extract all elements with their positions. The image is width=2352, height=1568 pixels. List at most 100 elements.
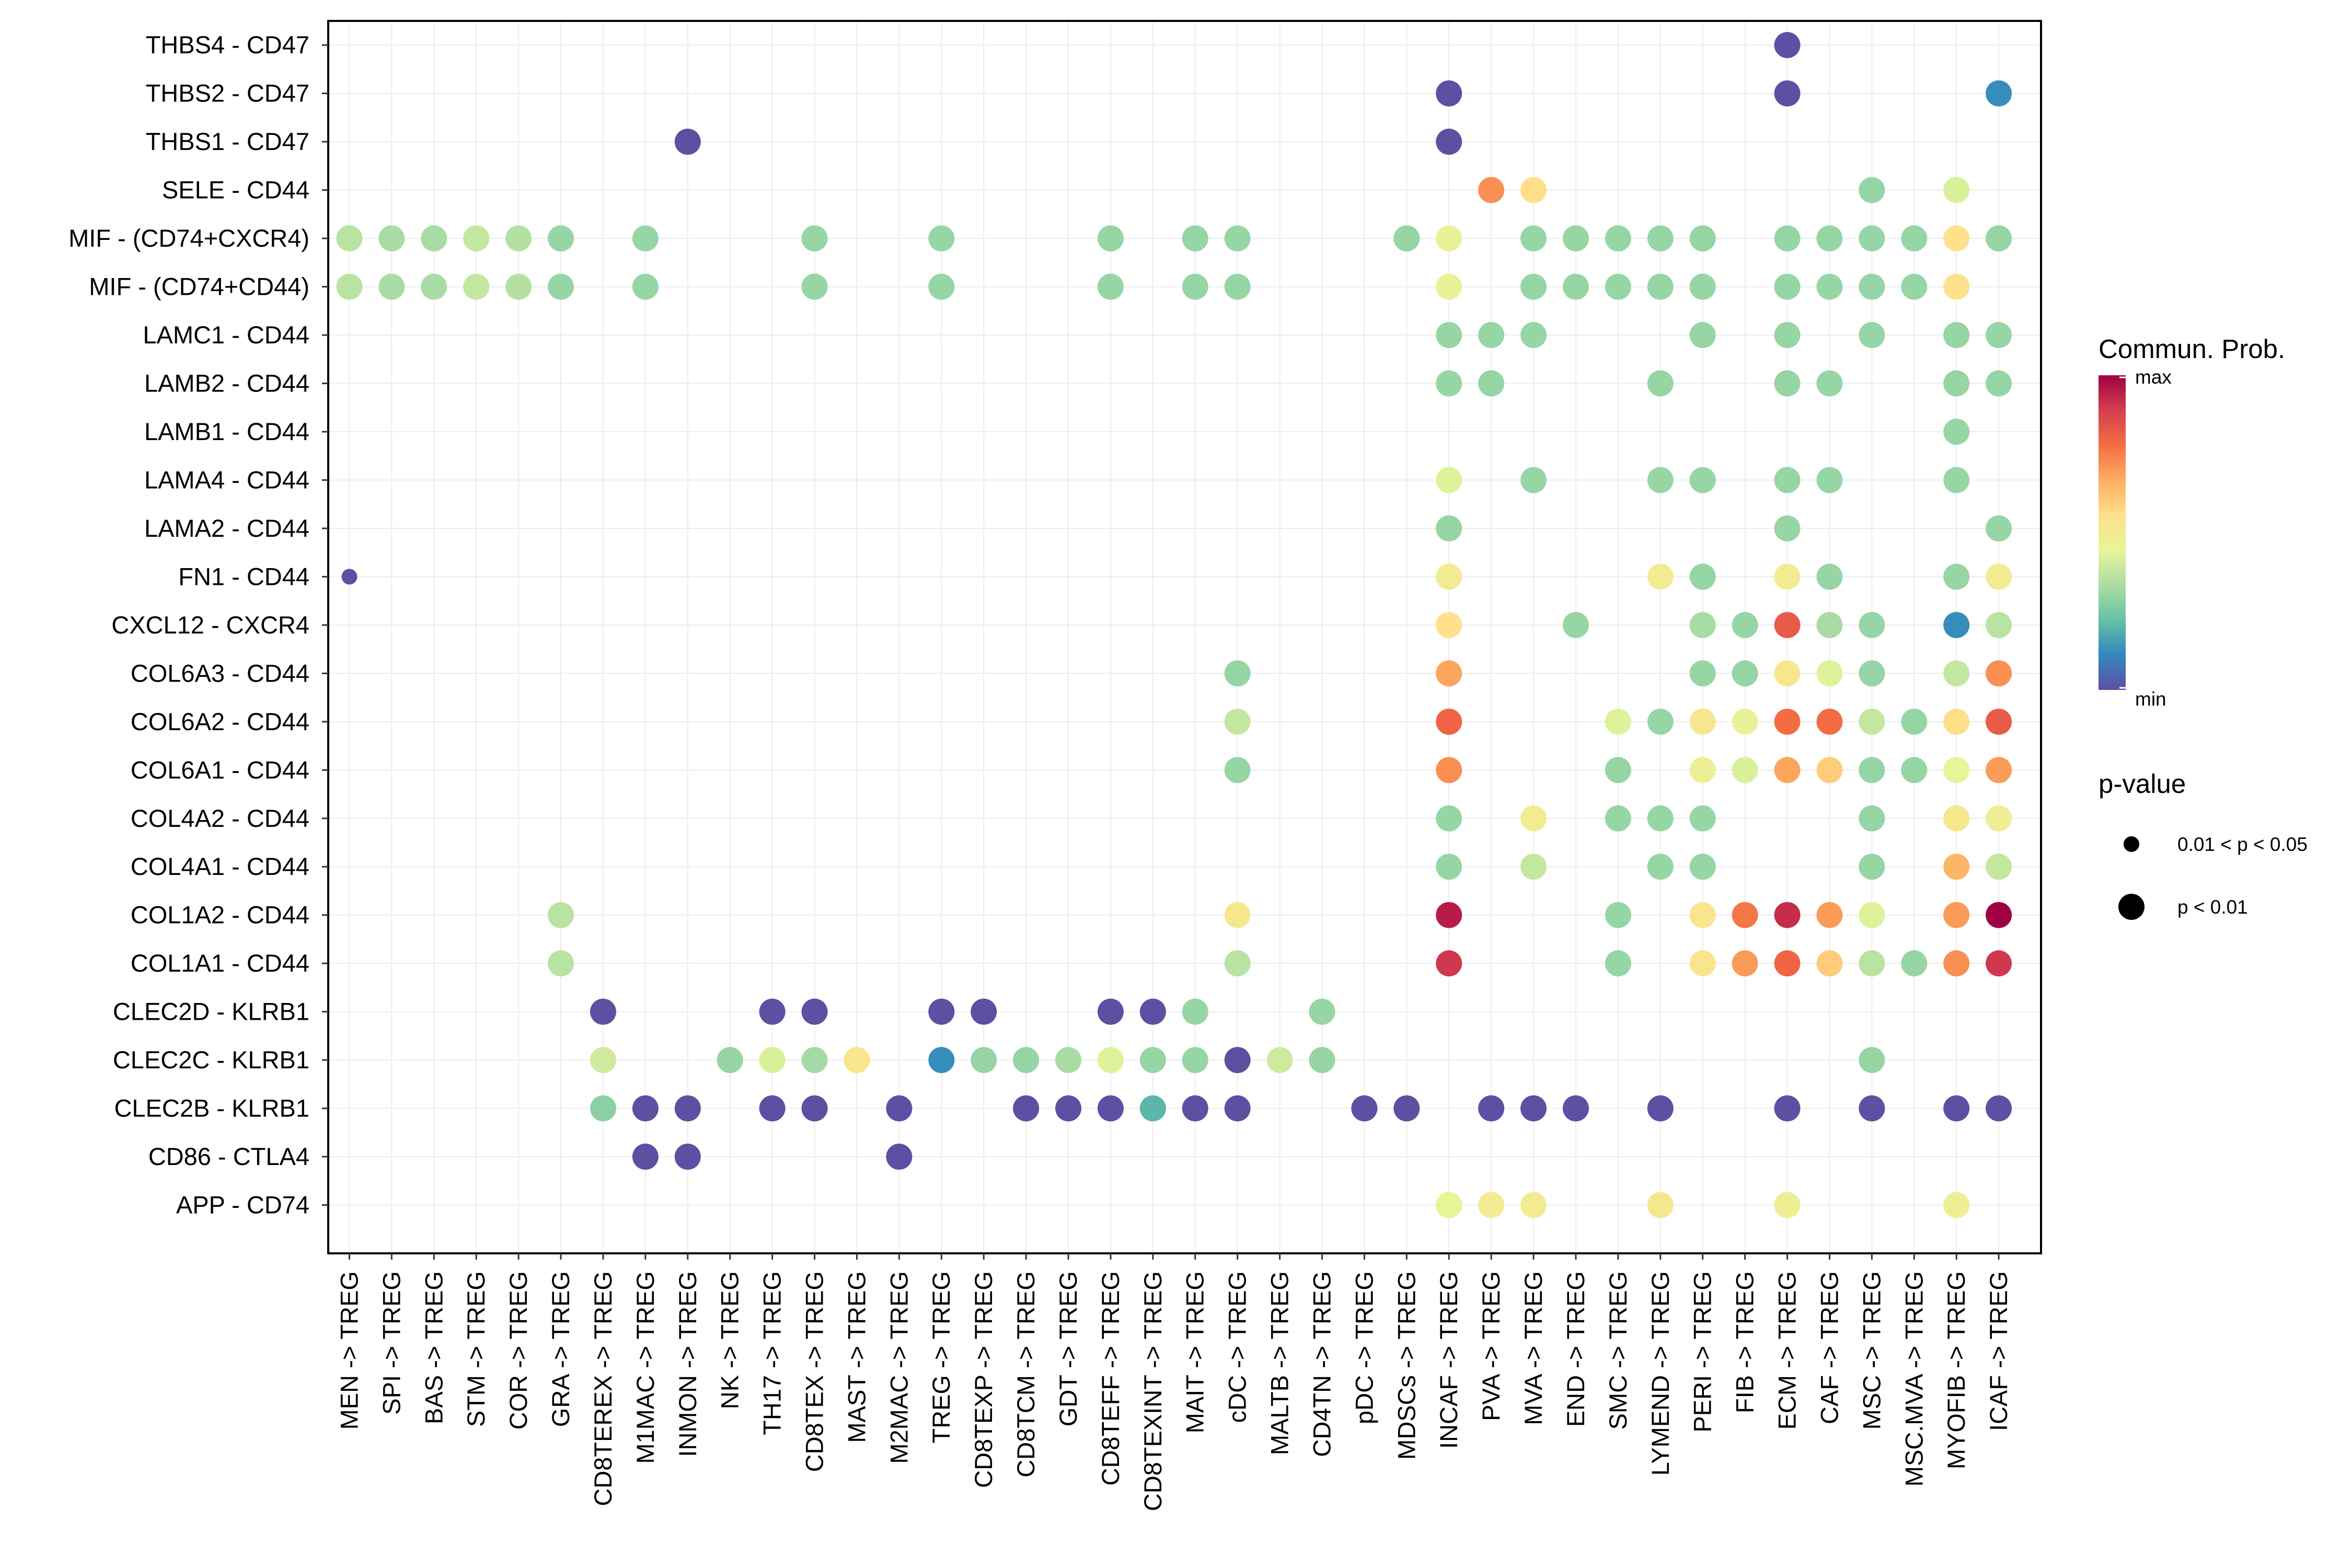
y-tick-label: COL1A1 - CD44 [131, 949, 309, 977]
y-tick-label: COL4A1 - CD44 [131, 852, 309, 880]
x-tick-label: CD8TCM -> TREG [1012, 1271, 1040, 1478]
data-point [1732, 757, 1758, 783]
x-tick-label: SPI -> TREG [377, 1271, 405, 1415]
data-point [1901, 708, 1928, 735]
data-point [801, 225, 828, 252]
data-point [1436, 660, 1462, 687]
y-tick-label: THBS2 - CD47 [146, 79, 309, 107]
data-point [759, 998, 786, 1025]
data-point [336, 225, 363, 252]
data-point [1436, 129, 1462, 155]
y-tick-label: COL6A1 - CD44 [131, 756, 309, 783]
data-point [1986, 805, 2012, 832]
x-tick-label: ECM -> TREG [1773, 1271, 1801, 1429]
data-point [1139, 1047, 1166, 1074]
data-point [1436, 1192, 1462, 1218]
data-point [1689, 660, 1716, 687]
data-point [1901, 757, 1928, 783]
data-point [1986, 80, 2012, 107]
data-point [1562, 1095, 1589, 1122]
legend-min-label: min [2135, 688, 2166, 710]
data-point [1436, 563, 1462, 590]
data-point [632, 225, 659, 252]
data-point [1774, 515, 1801, 541]
plot-frame [327, 20, 2042, 1254]
data-point [971, 998, 997, 1025]
data-point [1774, 757, 1801, 783]
data-point [1562, 273, 1589, 300]
x-tick-label: MYOFIB -> TREG [1942, 1271, 1970, 1469]
y-tick-label: SELE - CD44 [162, 176, 309, 204]
y-tick-label: CLEC2D - KLRB1 [113, 998, 309, 1025]
data-point [1097, 273, 1124, 300]
data-point [1605, 273, 1631, 300]
data-point [1647, 854, 1674, 880]
data-point [1520, 177, 1547, 203]
x-tick-label: TH17 -> TREG [758, 1271, 786, 1435]
data-point [1478, 1095, 1505, 1122]
data-point [1097, 225, 1124, 252]
x-tick-label: PVA -> TREG [1477, 1271, 1505, 1421]
y-tick-label: CD86 - CTLA4 [148, 1143, 309, 1170]
data-point [1816, 612, 1843, 638]
data-point [1943, 612, 1970, 638]
data-point [1224, 1047, 1251, 1074]
y-tick-label: FN1 - CD44 [178, 562, 309, 590]
data-point [1605, 950, 1631, 977]
data-point [1943, 805, 1970, 832]
y-tick-label: COL4A2 - CD44 [131, 804, 309, 832]
data-point [1689, 854, 1716, 880]
data-point [1478, 370, 1505, 397]
data-point [1689, 467, 1716, 493]
data-point [1859, 708, 1885, 735]
data-point [1859, 902, 1885, 928]
x-tick-label: cDC -> TREG [1224, 1271, 1251, 1423]
data-point [1647, 1095, 1674, 1122]
data-point [1986, 515, 2012, 541]
y-tick-label: THBS4 - CD47 [146, 31, 309, 59]
data-point [1774, 708, 1801, 735]
legend-size-dot-small [2124, 836, 2139, 852]
data-point [1436, 902, 1462, 928]
data-point [1351, 1095, 1378, 1122]
x-tick-label: INCAF -> TREG [1435, 1271, 1462, 1449]
data-point [421, 225, 447, 252]
legend-size-label: 0.01 < p < 0.05 [2177, 834, 2308, 855]
y-tick-label: LAMA4 - CD44 [144, 466, 309, 493]
data-point [1943, 225, 1970, 252]
data-point [1774, 273, 1801, 300]
data-point [1816, 950, 1843, 977]
data-point [1478, 322, 1505, 349]
data-point [1774, 80, 1801, 107]
x-tick-label: MDSCs -> TREG [1392, 1271, 1420, 1460]
data-point [1224, 708, 1251, 735]
data-point [1943, 1095, 1970, 1122]
data-point [1689, 708, 1716, 735]
data-point [341, 569, 358, 585]
data-point [1816, 757, 1843, 783]
data-point [1520, 854, 1547, 880]
data-point [1732, 612, 1758, 638]
data-point [378, 225, 405, 252]
y-tick-label: CLEC2B - KLRB1 [114, 1094, 309, 1122]
data-point [378, 273, 405, 300]
data-point [1520, 225, 1547, 252]
data-point [1986, 322, 2012, 349]
data-point [674, 1144, 701, 1170]
data-point [1943, 660, 1970, 687]
data-point [1689, 225, 1716, 252]
data-point [590, 1095, 616, 1122]
data-point [1013, 1047, 1040, 1074]
y-tick-label: LAMB2 - CD44 [144, 370, 309, 397]
data-point [928, 998, 955, 1025]
y-tick-label: MIF - (CD74+CD44) [89, 273, 309, 301]
data-point [886, 1144, 913, 1170]
x-tick-label: pDC -> TREG [1350, 1271, 1378, 1424]
data-point [1647, 1192, 1674, 1218]
data-point [1139, 998, 1166, 1025]
x-tick-label: MVA -> TREG [1519, 1271, 1547, 1425]
data-point [1520, 273, 1547, 300]
x-tick-label: CD8TEXINT -> TREG [1139, 1271, 1167, 1511]
legend-size-dot-large [2118, 894, 2145, 920]
data-point [1816, 467, 1843, 493]
